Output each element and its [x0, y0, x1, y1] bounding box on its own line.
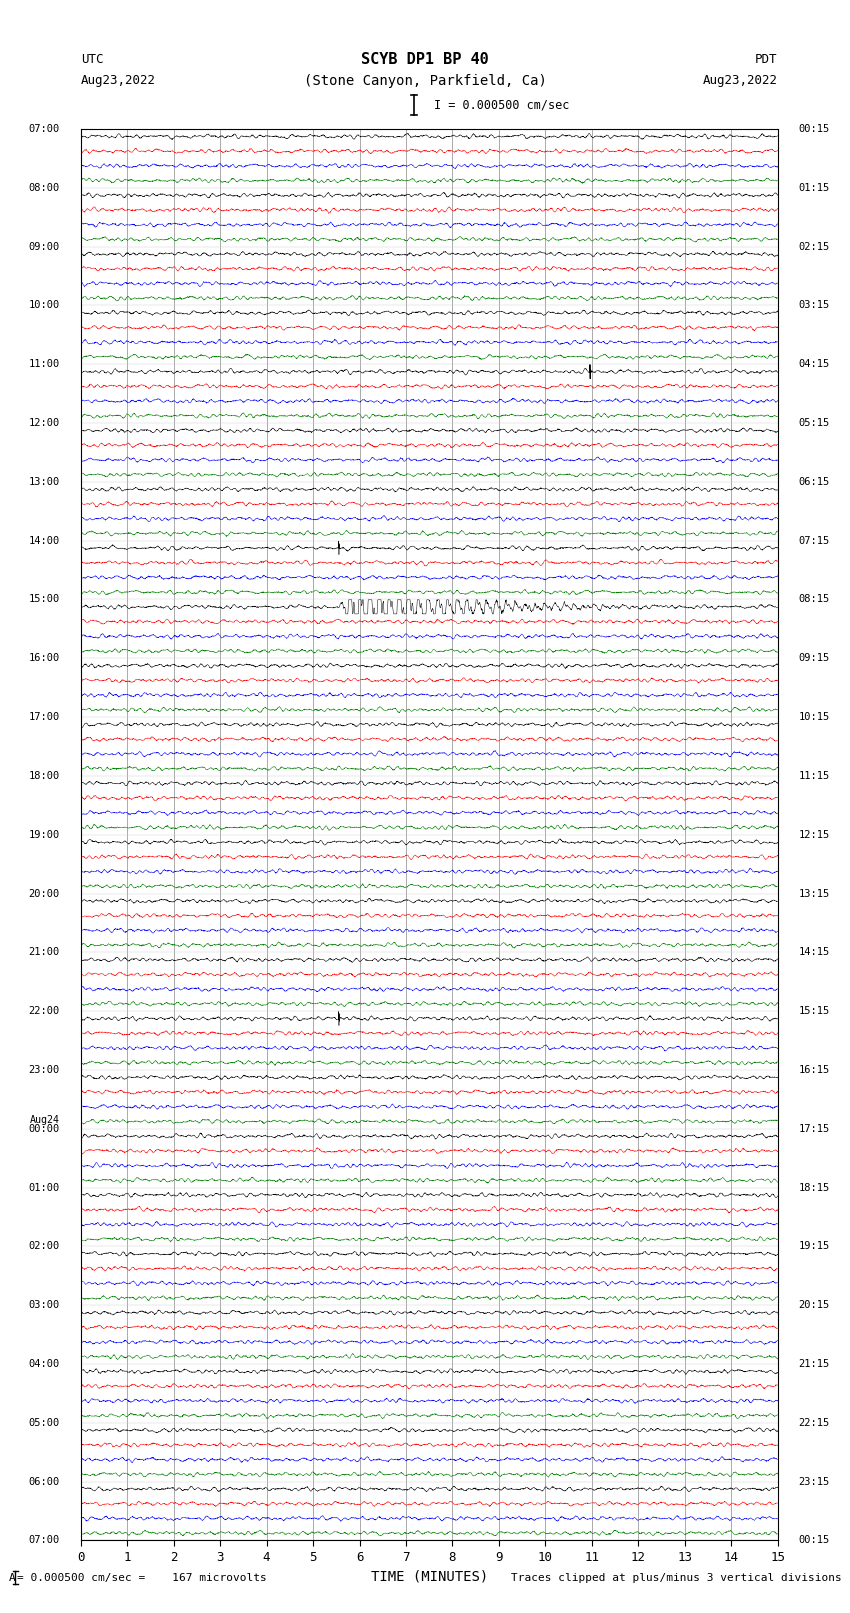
Text: 16:15: 16:15 — [799, 1065, 830, 1074]
Text: 23:15: 23:15 — [799, 1476, 830, 1487]
Text: 00:00: 00:00 — [29, 1124, 60, 1134]
Text: 13:00: 13:00 — [29, 477, 60, 487]
Text: 07:00: 07:00 — [29, 124, 60, 134]
Text: 17:00: 17:00 — [29, 711, 60, 723]
Text: 11:15: 11:15 — [799, 771, 830, 781]
Text: Aug24: Aug24 — [30, 1115, 60, 1126]
Text: 01:00: 01:00 — [29, 1182, 60, 1192]
Text: (Stone Canyon, Parkfield, Ca): (Stone Canyon, Parkfield, Ca) — [303, 74, 547, 87]
Text: 02:00: 02:00 — [29, 1242, 60, 1252]
Text: 14:00: 14:00 — [29, 536, 60, 545]
Text: 20:15: 20:15 — [799, 1300, 830, 1310]
Text: 03:00: 03:00 — [29, 1300, 60, 1310]
Text: 15:15: 15:15 — [799, 1007, 830, 1016]
Text: 23:00: 23:00 — [29, 1065, 60, 1074]
Text: 07:15: 07:15 — [799, 536, 830, 545]
Text: 08:00: 08:00 — [29, 182, 60, 194]
Text: Traces clipped at plus/minus 3 vertical divisions: Traces clipped at plus/minus 3 vertical … — [511, 1573, 842, 1582]
Text: Aug23,2022: Aug23,2022 — [703, 74, 778, 87]
Text: 11:00: 11:00 — [29, 360, 60, 369]
Text: 02:15: 02:15 — [799, 242, 830, 252]
Text: 00:15: 00:15 — [799, 124, 830, 134]
Text: I = 0.000500 cm/sec: I = 0.000500 cm/sec — [434, 98, 569, 111]
Text: 16:00: 16:00 — [29, 653, 60, 663]
Text: 15:00: 15:00 — [29, 595, 60, 605]
Text: 13:15: 13:15 — [799, 889, 830, 898]
Text: 09:00: 09:00 — [29, 242, 60, 252]
Text: 18:00: 18:00 — [29, 771, 60, 781]
Text: PDT: PDT — [756, 53, 778, 66]
Text: 19:00: 19:00 — [29, 829, 60, 840]
Text: 05:00: 05:00 — [29, 1418, 60, 1428]
Text: 08:15: 08:15 — [799, 595, 830, 605]
Text: 22:00: 22:00 — [29, 1007, 60, 1016]
Text: A: A — [8, 1573, 15, 1582]
Text: 17:15: 17:15 — [799, 1124, 830, 1134]
Text: = 0.000500 cm/sec =    167 microvolts: = 0.000500 cm/sec = 167 microvolts — [17, 1573, 267, 1582]
Text: UTC: UTC — [81, 53, 103, 66]
Text: 04:00: 04:00 — [29, 1360, 60, 1369]
Text: 09:15: 09:15 — [799, 653, 830, 663]
Text: 10:00: 10:00 — [29, 300, 60, 310]
Text: 19:15: 19:15 — [799, 1242, 830, 1252]
Text: 07:00: 07:00 — [29, 1536, 60, 1545]
Text: Aug23,2022: Aug23,2022 — [81, 74, 156, 87]
Text: 03:15: 03:15 — [799, 300, 830, 310]
Text: SCYB DP1 BP 40: SCYB DP1 BP 40 — [361, 52, 489, 68]
Text: 12:15: 12:15 — [799, 829, 830, 840]
Text: 18:15: 18:15 — [799, 1182, 830, 1192]
Text: 05:15: 05:15 — [799, 418, 830, 427]
X-axis label: TIME (MINUTES): TIME (MINUTES) — [371, 1569, 488, 1584]
Text: 20:00: 20:00 — [29, 889, 60, 898]
Text: 14:15: 14:15 — [799, 947, 830, 958]
Text: 22:15: 22:15 — [799, 1418, 830, 1428]
Text: 10:15: 10:15 — [799, 711, 830, 723]
Text: 01:15: 01:15 — [799, 182, 830, 194]
Text: 21:00: 21:00 — [29, 947, 60, 958]
Text: 06:15: 06:15 — [799, 477, 830, 487]
Text: 04:15: 04:15 — [799, 360, 830, 369]
Text: 21:15: 21:15 — [799, 1360, 830, 1369]
Text: 12:00: 12:00 — [29, 418, 60, 427]
Text: 00:15: 00:15 — [799, 1536, 830, 1545]
Text: 06:00: 06:00 — [29, 1476, 60, 1487]
